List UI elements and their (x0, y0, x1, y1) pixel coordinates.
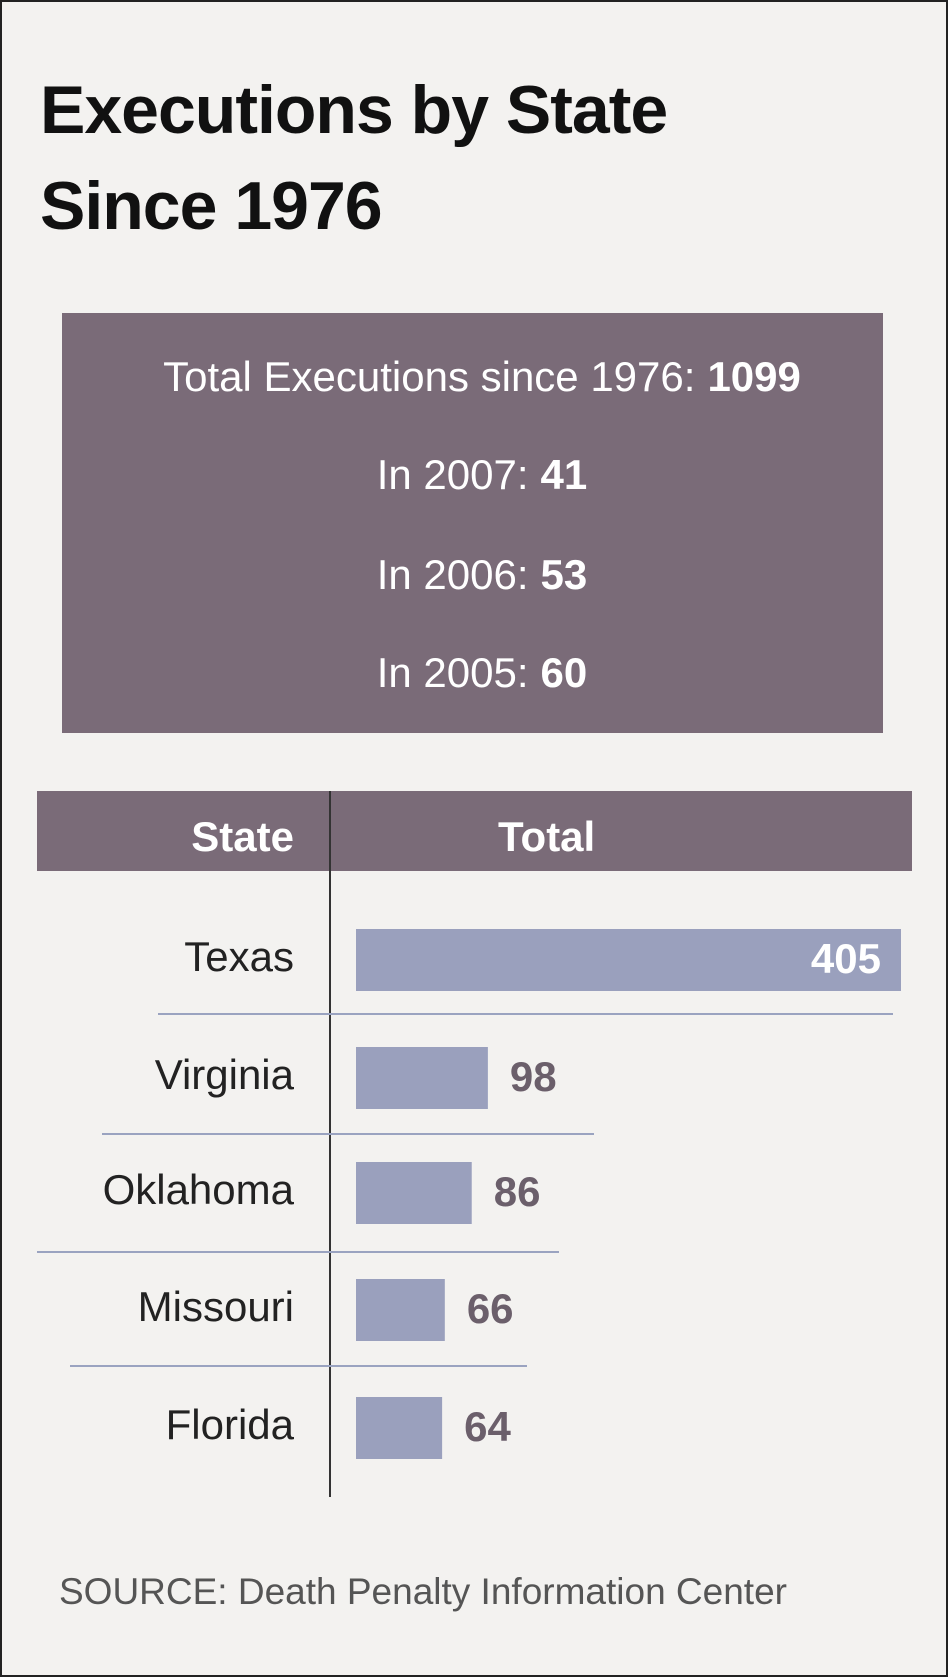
summary-value: 41 (541, 451, 588, 498)
source: SOURCE: Death Penalty Information Center (59, 1571, 787, 1612)
summary-label: In 2006: (377, 551, 529, 598)
category-label: Missouri (138, 1283, 294, 1330)
summary-label: Total Executions since 1976: (163, 353, 695, 400)
summary-line: In 2007: 41 (377, 451, 588, 498)
summary-value: 1099 (707, 353, 800, 400)
bar (356, 929, 901, 991)
summary-label: In 2007: (377, 451, 529, 498)
value-label: 405 (811, 935, 881, 982)
bar (356, 1279, 445, 1341)
bar (356, 1047, 488, 1109)
column-header: State (191, 813, 294, 860)
summary-value: 53 (541, 551, 588, 598)
bar (356, 1397, 443, 1459)
summary-line: In 2005: 60 (377, 649, 588, 696)
value-label: 86 (494, 1168, 541, 1215)
bar (356, 1162, 472, 1224)
value-label: 64 (464, 1403, 511, 1450)
category-label: Florida (166, 1401, 295, 1448)
chart-title: Executions by State Since 1976 (40, 72, 668, 244)
category-label: Oklahoma (103, 1166, 295, 1213)
header-bar (37, 791, 912, 871)
summary-line: Total Executions since 1976: 1099 (163, 353, 801, 400)
value-label: 66 (467, 1285, 514, 1332)
summary-line: In 2006: 53 (377, 551, 588, 598)
column-header: Total (498, 813, 595, 860)
category-label: Virginia (155, 1051, 295, 1098)
value-label: 98 (510, 1053, 557, 1100)
summary-value: 60 (541, 649, 588, 696)
summary-box (62, 313, 883, 733)
category-label: Texas (184, 933, 294, 980)
summary-label: In 2005: (377, 649, 529, 696)
